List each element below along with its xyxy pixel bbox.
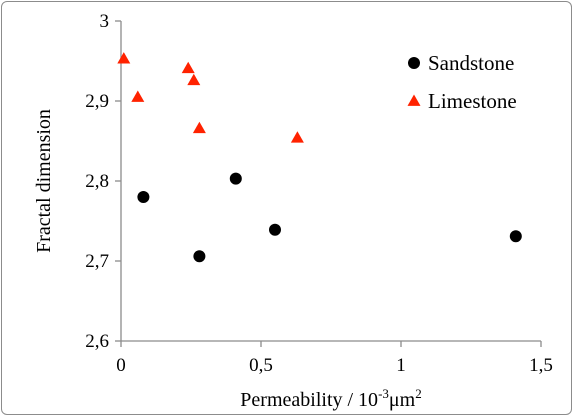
- data-point-sandstone: [193, 250, 206, 263]
- legend-marker-limestone: [407, 94, 421, 106]
- x-tick-label: 1,5: [529, 355, 553, 376]
- data-point-sandstone: [269, 223, 281, 236]
- data-point-sandstone: [229, 172, 242, 185]
- data-point-sandstone: [509, 230, 522, 243]
- x-axis-label-exponent: -3: [378, 386, 389, 401]
- y-tick-label: 2,8: [85, 171, 109, 192]
- data-point-limestone: [181, 61, 195, 74]
- data-point-limestone: [187, 73, 201, 86]
- y-tick-label: 3: [100, 11, 110, 32]
- data-point-limestone: [192, 121, 206, 134]
- legend-label-sandstone: Sandstone: [428, 51, 514, 75]
- x-axis-label-unit-exponent: 2: [415, 386, 422, 401]
- x-tick-label: 0,5: [249, 355, 273, 376]
- x-axis-label: Permeability / 10-3μm2: [240, 386, 421, 411]
- data-point-limestone: [117, 52, 131, 64]
- data-point-sandstone: [137, 191, 150, 203]
- y-tick-label: 2,6: [85, 331, 109, 352]
- x-tick-label: 1: [396, 355, 406, 376]
- y-tick-label: 2,9: [85, 91, 109, 112]
- data-point-limestone: [290, 131, 304, 143]
- legend-marker-sandstone: [408, 57, 420, 69]
- x-tick-label: 0: [116, 355, 126, 376]
- x-axis-label-main: Permeability / 10: [240, 389, 378, 411]
- y-tick-label: 2,7: [85, 251, 109, 272]
- data-point-limestone: [131, 90, 145, 102]
- y-axis-label: Fractal dimension: [33, 109, 55, 253]
- x-axis-label-unit: μm: [389, 389, 416, 411]
- legend-label-limestone: Limestone: [428, 89, 517, 113]
